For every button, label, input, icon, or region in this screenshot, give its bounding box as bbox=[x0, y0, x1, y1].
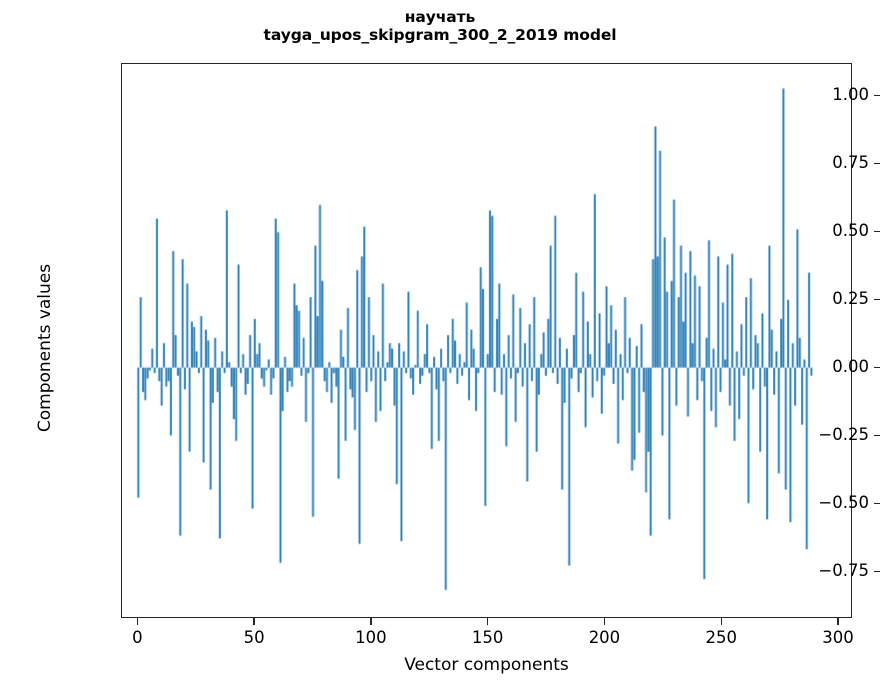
y-tick-mark bbox=[873, 230, 880, 233]
x-tick-mark bbox=[603, 618, 606, 625]
plot-area bbox=[121, 63, 852, 618]
y-tick-mark bbox=[873, 367, 880, 369]
y-tick-mark bbox=[873, 94, 880, 97]
x-tick-mark bbox=[720, 618, 722, 625]
bar-series-canvas bbox=[122, 64, 851, 617]
x-tick-label: 300 bbox=[822, 628, 854, 647]
chart-title-line-2: tayga_upos_skipgram_300_2_2019 model bbox=[263, 26, 617, 45]
y-tick-mark bbox=[873, 299, 880, 301]
x-tick-label: 200 bbox=[588, 628, 621, 647]
x-tick-label: 0 bbox=[132, 628, 143, 647]
x-tick-mark bbox=[486, 618, 489, 625]
x-axis-label: Vector components bbox=[404, 655, 569, 675]
y-axis-label-text: Components values bbox=[35, 263, 55, 433]
x-tick-mark bbox=[370, 618, 372, 625]
x-tick-label: 150 bbox=[471, 628, 504, 647]
y-tick-mark bbox=[873, 503, 880, 505]
y-tick-mark bbox=[873, 162, 880, 165]
chart-title: научать tayga_upos_skipgram_300_2_2019 m… bbox=[0, 8, 880, 45]
chart-title-line-1: научать bbox=[404, 8, 476, 26]
x-tick-label: 50 bbox=[243, 628, 265, 647]
x-tick-label: 100 bbox=[355, 628, 387, 647]
x-tick-mark bbox=[136, 618, 139, 625]
x-tick-mark bbox=[837, 618, 839, 625]
x-tick-mark bbox=[253, 618, 255, 625]
y-tick-mark bbox=[873, 571, 880, 573]
y-axis-label: Components values bbox=[0, 0, 55, 696]
y-tick-mark bbox=[873, 435, 880, 437]
x-tick-label: 250 bbox=[705, 628, 737, 647]
